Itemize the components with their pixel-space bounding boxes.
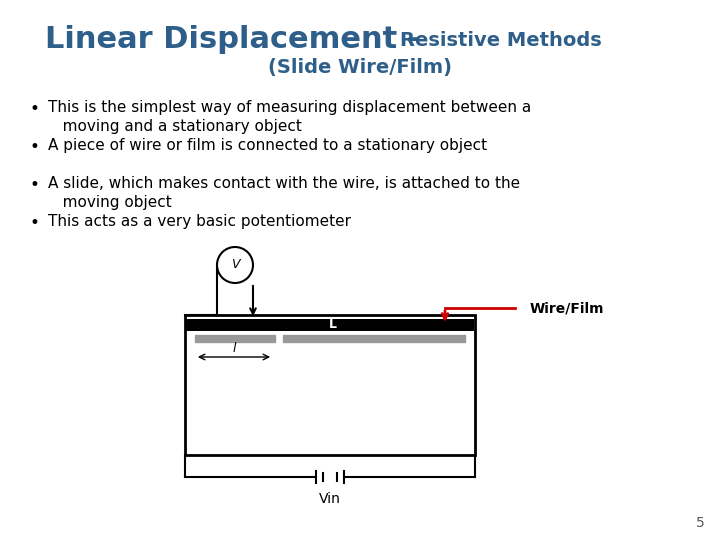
Text: Wire/Film: Wire/Film <box>530 301 605 315</box>
Text: L: L <box>329 319 337 332</box>
Text: A piece of wire or film is connected to a stationary object: A piece of wire or film is connected to … <box>48 138 487 153</box>
Text: •: • <box>30 100 40 118</box>
Text: A slide, which makes contact with the wire, is attached to the
   moving object: A slide, which makes contact with the wi… <box>48 176 520 210</box>
Bar <box>195 335 275 342</box>
Bar <box>186 319 474 331</box>
Text: Resistive Methods: Resistive Methods <box>400 30 602 50</box>
Bar <box>185 315 475 455</box>
Text: V: V <box>230 259 239 272</box>
Text: •: • <box>30 138 40 156</box>
Bar <box>283 335 465 342</box>
Text: This acts as a very basic potentiometer: This acts as a very basic potentiometer <box>48 214 351 229</box>
Text: (Slide Wire/Film): (Slide Wire/Film) <box>268 58 452 78</box>
Text: Vin: Vin <box>319 492 341 506</box>
Circle shape <box>217 247 253 283</box>
Text: This is the simplest way of measuring displacement between a
   moving and a sta: This is the simplest way of measuring di… <box>48 100 531 134</box>
Text: 5: 5 <box>696 516 705 530</box>
Text: Linear Displacement -: Linear Displacement - <box>45 25 420 55</box>
Text: •: • <box>30 214 40 232</box>
Text: •: • <box>30 176 40 194</box>
Text: l: l <box>233 342 235 355</box>
